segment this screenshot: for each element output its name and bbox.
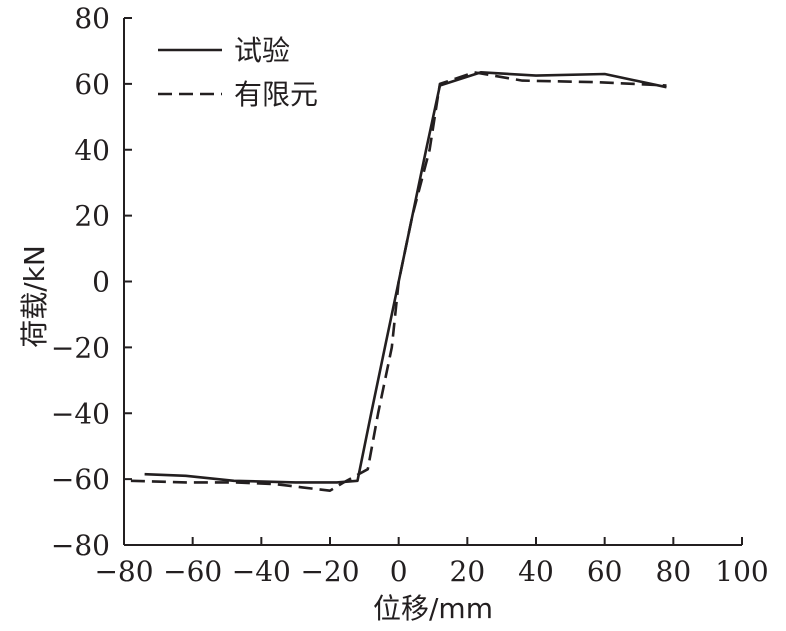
legend-label: 试验 bbox=[234, 34, 290, 67]
series-line-fea bbox=[130, 71, 667, 493]
y-tick-label: −40 bbox=[51, 397, 110, 430]
y-axis-title: 荷载/kN bbox=[18, 245, 51, 348]
x-tick-label: 60 bbox=[587, 555, 623, 588]
x-tick-label: 80 bbox=[656, 555, 692, 588]
x-tick-label: 20 bbox=[450, 555, 486, 588]
x-tick-label: −80 bbox=[94, 555, 153, 588]
y-tick-label: 20 bbox=[74, 200, 110, 233]
x-axis-title: 位移/mm bbox=[373, 592, 493, 625]
y-tick-label: 40 bbox=[74, 134, 110, 167]
x-tick-label: −40 bbox=[232, 555, 291, 588]
y-tick-label: −80 bbox=[51, 529, 110, 562]
series-layer bbox=[130, 71, 667, 493]
x-tick-label: −60 bbox=[163, 555, 222, 588]
series-line-test bbox=[144, 71, 667, 484]
x-tick-label: 100 bbox=[715, 555, 768, 588]
x-tick-label: 40 bbox=[518, 555, 554, 588]
legend-label: 有限元 bbox=[234, 78, 318, 111]
y-tick-label: −60 bbox=[51, 463, 110, 496]
y-tick-label: 60 bbox=[74, 68, 110, 101]
y-tick-label: 80 bbox=[74, 2, 110, 35]
axes: −80 −60 −40 −20 0 20 40 60 80 100 −80 −60 −40 −20 0 20… bbox=[51, 2, 769, 588]
y-ticks: −80 −60 −40 −20 0 20 40 60 80 bbox=[51, 2, 132, 562]
x-ticks: −80 −60 −40 −20 0 20 40 60 80 100 bbox=[94, 537, 769, 588]
y-tick-label: −20 bbox=[51, 331, 110, 364]
x-tick-label: 0 bbox=[390, 555, 408, 588]
y-tick-label: 0 bbox=[92, 266, 110, 299]
x-tick-label: −20 bbox=[300, 555, 359, 588]
